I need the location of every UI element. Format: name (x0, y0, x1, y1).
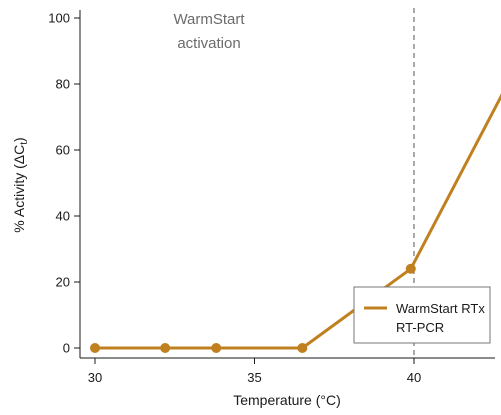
y-tick-label: 80 (56, 77, 70, 92)
legend-label-line1: WarmStart RTx (396, 301, 485, 316)
data-point (297, 343, 308, 353)
series-line (95, 93, 501, 350)
x-axis-label: Temperature (°C) (233, 392, 341, 408)
y-tick-label: 100 (48, 11, 70, 26)
y-ticks: 0 20 40 60 80 100 (48, 11, 80, 356)
data-point (405, 263, 416, 274)
y-axis-label-close: ) (11, 137, 27, 142)
y-axis-label-sub: t (19, 142, 30, 145)
x-tick-label: 35 (247, 370, 261, 385)
legend-label-line2: RT-PCR (396, 320, 444, 335)
legend: WarmStart RTx RT-PCR (353, 286, 491, 344)
x-ticks: 303540455055 (88, 358, 421, 385)
x-tick-label: 30 (88, 370, 102, 385)
y-axis-label-main: % Activity (ΔC (11, 145, 27, 233)
y-tick-label: 40 (56, 209, 70, 224)
annotation-line2: activation (177, 35, 240, 52)
x-tick-label: 40 (407, 370, 421, 385)
y-tick-label: 0 (63, 341, 70, 356)
y-axis-label: % Activity (ΔCt) (11, 137, 30, 232)
annotation-line1: WarmStart (173, 11, 245, 28)
y-tick-label: 20 (56, 275, 70, 290)
legend-box (353, 286, 491, 344)
data-point (160, 343, 171, 353)
data-point (90, 343, 100, 353)
data-point (211, 343, 222, 353)
series-layer (90, 93, 501, 353)
y-tick-label: 60 (56, 143, 70, 158)
